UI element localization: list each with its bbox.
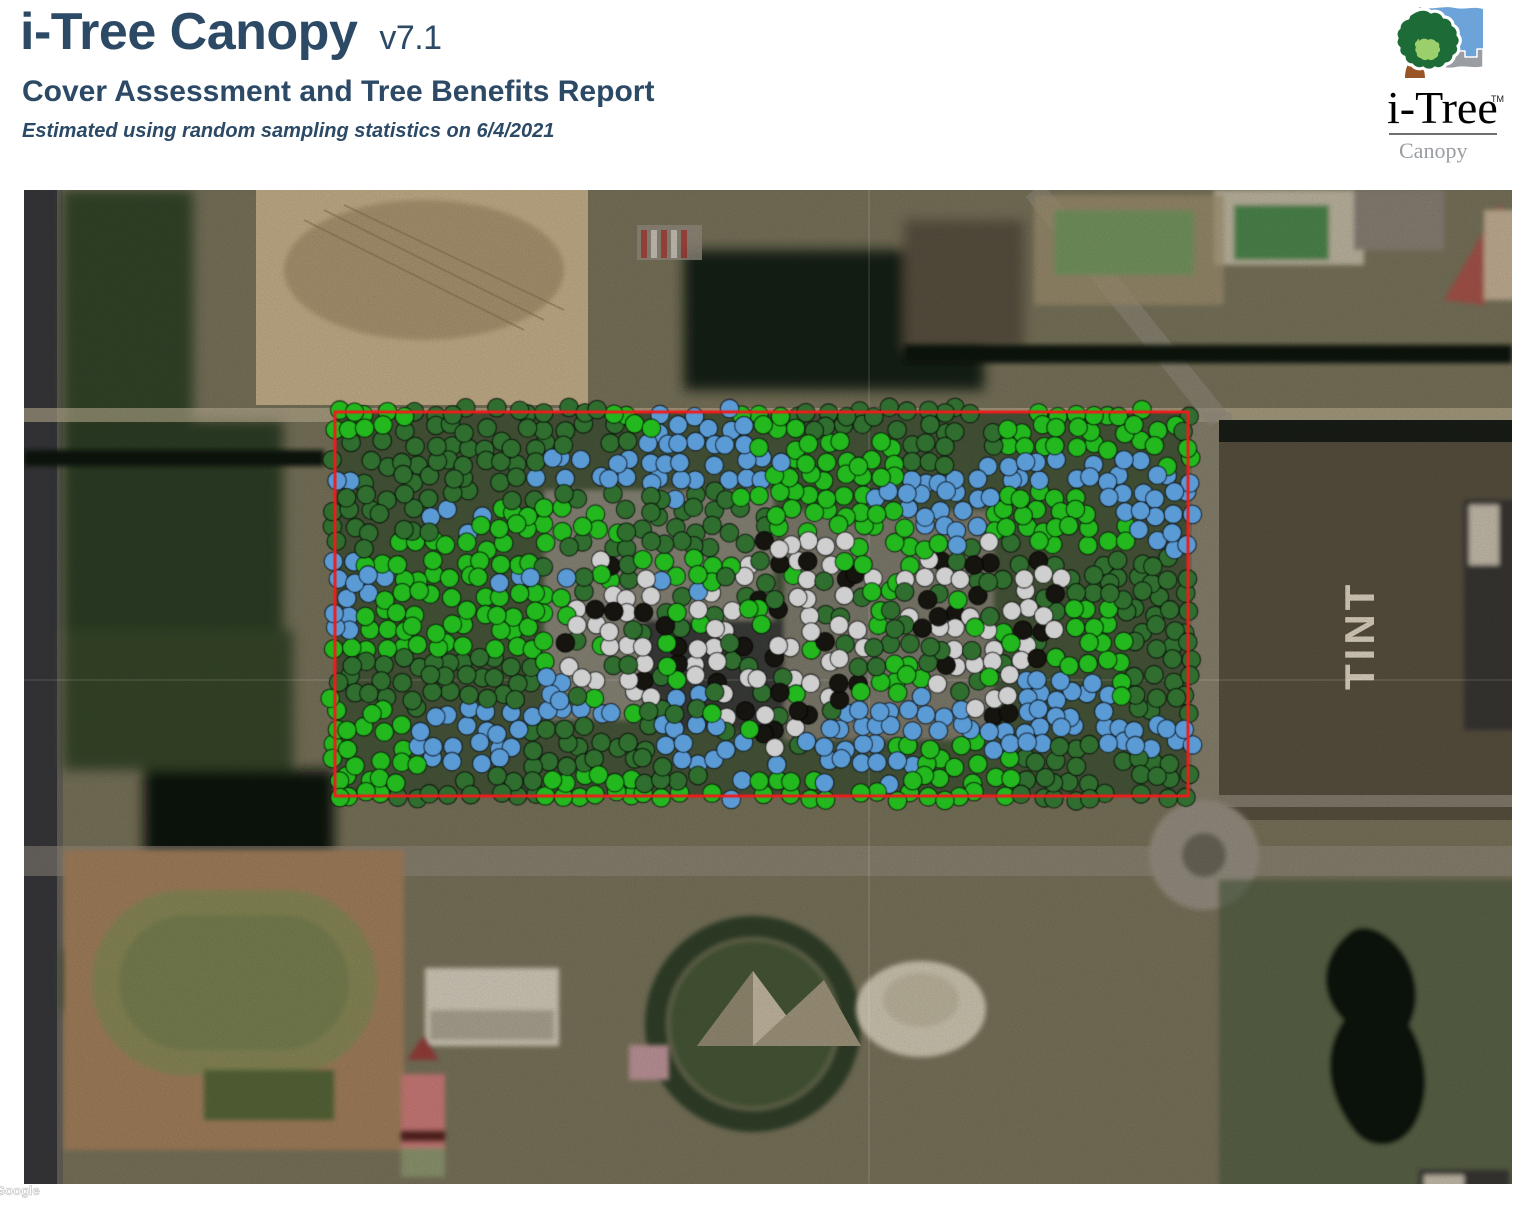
svg-text:Canopy: Canopy bbox=[1399, 138, 1467, 163]
svg-text:TM: TM bbox=[1491, 94, 1504, 104]
svg-text:i-Tree: i-Tree bbox=[1387, 82, 1498, 133]
